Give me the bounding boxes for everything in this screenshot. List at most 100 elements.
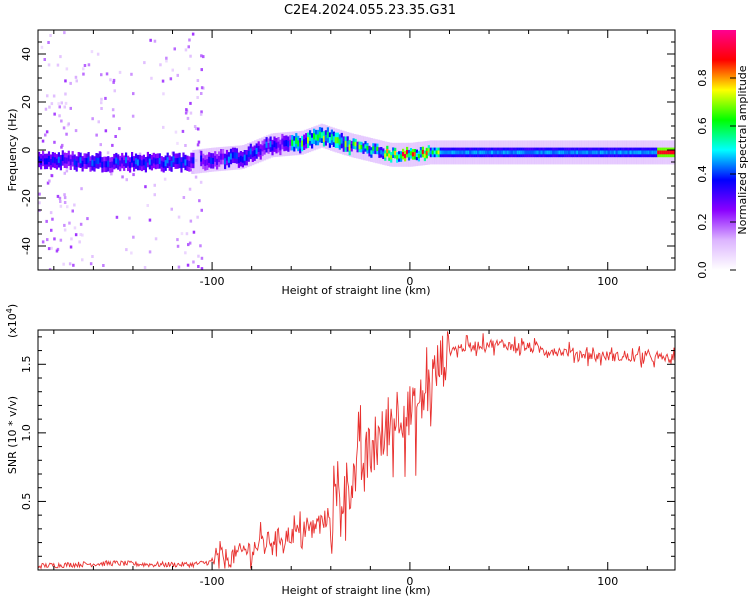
noise-cell [189, 101, 192, 105]
noise-cell [56, 194, 60, 198]
noise-cell [198, 199, 201, 203]
noise-cell [200, 110, 203, 114]
band-core-cell [445, 150, 448, 155]
band-core-cell [67, 155, 70, 162]
noise-cell [169, 77, 173, 81]
band-core-cell [350, 144, 353, 149]
band-core-cell [220, 153, 223, 160]
noise-cell [200, 92, 203, 95]
band-core-cell [550, 150, 553, 155]
noise-cell [181, 129, 185, 133]
noise-cell [182, 196, 186, 199]
band-core-cell [388, 153, 391, 158]
band-core-cell [156, 158, 159, 165]
band-core-cell [481, 150, 484, 155]
band-core-cell [659, 150, 662, 155]
band-core-cell [398, 154, 401, 159]
noise-cell [184, 111, 188, 115]
band-core-cell [170, 161, 173, 168]
band-core-cell [615, 150, 618, 155]
band-core-cell [536, 150, 539, 155]
noise-cell [112, 114, 115, 118]
band-core-cell [431, 150, 434, 155]
noise-cell [132, 92, 135, 96]
band-core-cell [376, 146, 379, 151]
band-core-cell [247, 151, 250, 158]
band-core-cell [115, 157, 118, 164]
band-core-cell [285, 140, 288, 147]
band-core-cell [224, 158, 227, 165]
band-core-cell [554, 150, 557, 155]
band-core-cell [651, 150, 654, 155]
band-core-cell [352, 141, 355, 146]
band-core-cell [121, 157, 124, 164]
noise-cell [187, 243, 190, 247]
band-core-cell [360, 145, 363, 150]
band-core-cell [520, 150, 523, 155]
band-core-cell [370, 150, 373, 155]
noise-cell [46, 238, 49, 242]
noise-cell [100, 107, 103, 110]
noise-cell [91, 117, 94, 121]
band-core-cell [148, 158, 151, 165]
band-core-cell [59, 159, 62, 166]
band-core-cell [338, 138, 341, 145]
noise-cell [196, 96, 199, 99]
band-core-cell [249, 148, 252, 155]
figure-title: C2E4.2024.055.23.35.G31 [284, 3, 456, 18]
band-core-cell [188, 160, 191, 167]
band-core-cell [166, 157, 169, 164]
noise-cell [63, 201, 67, 204]
noise-cell [197, 140, 201, 144]
noise-cell [121, 175, 124, 179]
y-tick-label: -40 [20, 237, 33, 255]
band-core-cell [629, 150, 632, 155]
band-core-cell [374, 146, 377, 151]
band-core-cell [222, 153, 225, 160]
halo-cell [197, 149, 200, 174]
band-core-cell [204, 159, 207, 166]
noise-cell [59, 55, 62, 59]
noise-cell [197, 265, 200, 268]
band-core-cell [287, 141, 290, 148]
noise-cell [81, 233, 84, 237]
noise-cell [64, 79, 67, 83]
band-core-cell [479, 150, 482, 155]
band-core-cell [576, 150, 579, 155]
band-core-cell [635, 150, 638, 155]
band-core-cell [532, 150, 535, 155]
noise-cell [185, 108, 188, 112]
noise-cell [74, 233, 78, 237]
noise-cell [63, 105, 66, 109]
band-core-cell [601, 150, 604, 155]
band-core-cell [87, 156, 90, 163]
band-core-cell [471, 150, 474, 155]
band-core-cell [524, 150, 527, 155]
x-tick-label: 100 [597, 575, 618, 588]
noise-cell [130, 72, 133, 76]
band-core-cell [441, 150, 444, 155]
snr-x-label: Height of straight line (km) [281, 584, 430, 597]
band-core-cell [657, 150, 660, 155]
band-core-cell [356, 144, 359, 150]
noise-cell [131, 114, 135, 118]
band-core-cell [263, 143, 266, 150]
noise-cell [48, 268, 52, 270]
noise-cell [115, 215, 119, 219]
band-core-cell [447, 150, 450, 155]
band-core-cell [127, 160, 130, 167]
spectrogram-x-label: Height of straight line (km) [281, 284, 430, 297]
band-core-cell [301, 140, 304, 147]
band-core-cell [283, 140, 286, 147]
noise-cell [193, 125, 197, 128]
noise-cell [40, 45, 44, 49]
snr-y-ticks: 0.5 1.0 1.5 [20, 336, 675, 557]
band-core-cell [558, 150, 561, 155]
band-core-cell [172, 156, 175, 163]
band-core-cell [548, 150, 551, 155]
noise-cell [73, 226, 77, 230]
noise-cell [44, 133, 47, 137]
noise-cell [45, 130, 49, 134]
band-core-cell [411, 152, 415, 157]
band-core-cell [546, 150, 549, 155]
